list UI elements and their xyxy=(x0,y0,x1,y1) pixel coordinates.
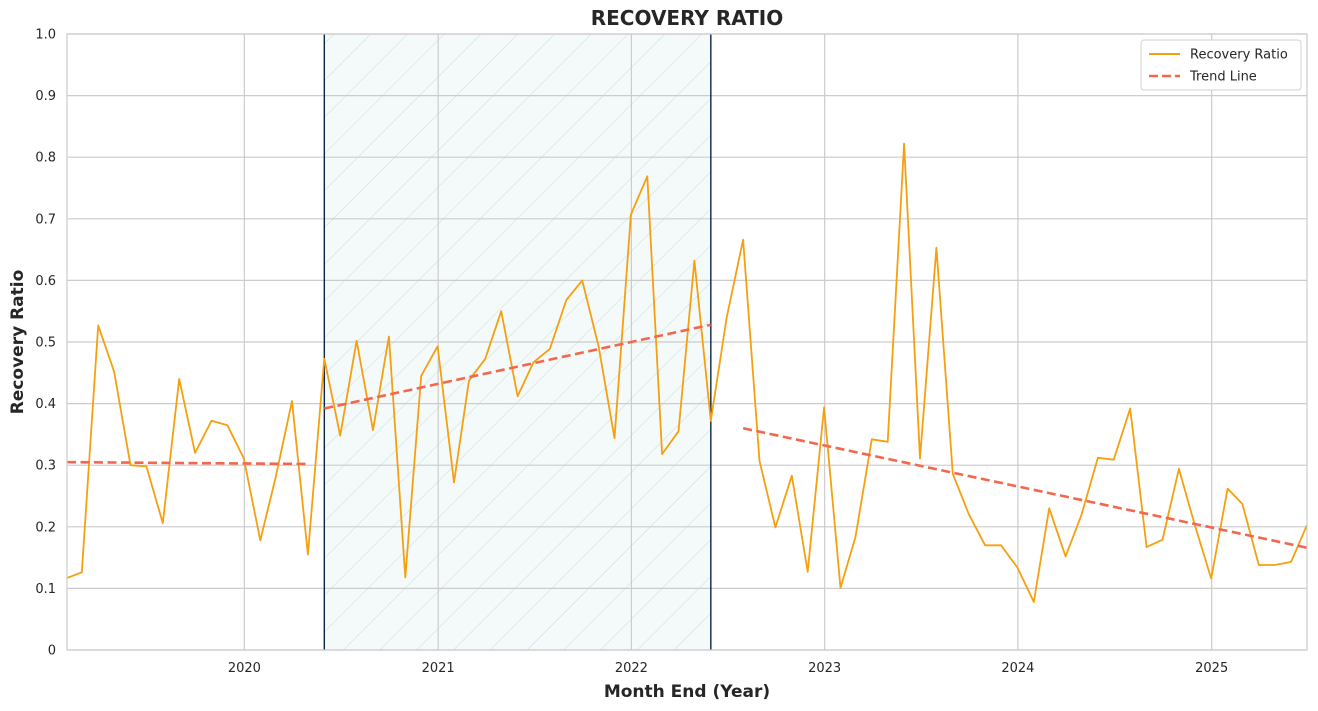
x-tick-label: 2023 xyxy=(808,661,841,676)
x-axis-title: Month End (Year) xyxy=(604,682,770,702)
y-axis-title: Recovery Ratio xyxy=(8,270,28,415)
legend-label-recovery-ratio: Recovery Ratio xyxy=(1190,48,1288,63)
trend-line-segment xyxy=(324,323,712,410)
chart-title: RECOVERY RATIO xyxy=(591,6,784,30)
trend-line-segment xyxy=(742,426,1307,550)
y-tick-label: 0.1 xyxy=(35,582,56,597)
y-tick-label: 0.6 xyxy=(35,274,56,289)
y-tick-label: 0.8 xyxy=(35,151,56,166)
legend-label-trend-line: Trend Line xyxy=(1189,70,1257,85)
x-tick-label: 2025 xyxy=(1195,661,1228,676)
plot-frame xyxy=(66,33,1308,651)
x-tick-label: 2022 xyxy=(615,661,648,676)
x-tick-label: 2024 xyxy=(1001,661,1034,676)
gridlines xyxy=(67,33,1307,651)
x-tick-label: 2021 xyxy=(422,661,455,676)
x-axis-ticks: 2020 2021 2022 2023 2024 2025 xyxy=(228,661,1228,676)
y-tick-label: 0.3 xyxy=(35,459,56,474)
x-tick-label: 2020 xyxy=(228,661,261,676)
y-axis-ticks: 0 0.1 0.2 0.3 0.4 0.5 0.6 0.7 0.8 0.9 1.0 xyxy=(35,28,56,659)
y-tick-label: 0.5 xyxy=(35,336,56,351)
series-line-recovery-ratio xyxy=(67,142,1307,603)
y-tick-label: 1.0 xyxy=(35,28,56,43)
y-tick-label: 0.2 xyxy=(35,520,56,535)
y-tick-label: 0.7 xyxy=(35,212,56,227)
legend: Recovery Ratio Trend Line xyxy=(1140,39,1302,91)
shaded-period-edges xyxy=(323,34,712,650)
y-tick-label: 0.9 xyxy=(35,89,56,104)
legend-box xyxy=(1140,39,1302,91)
y-tick-label: 0 xyxy=(48,644,56,659)
y-tick-label: 0.4 xyxy=(35,397,56,412)
series-layer xyxy=(67,142,1307,603)
